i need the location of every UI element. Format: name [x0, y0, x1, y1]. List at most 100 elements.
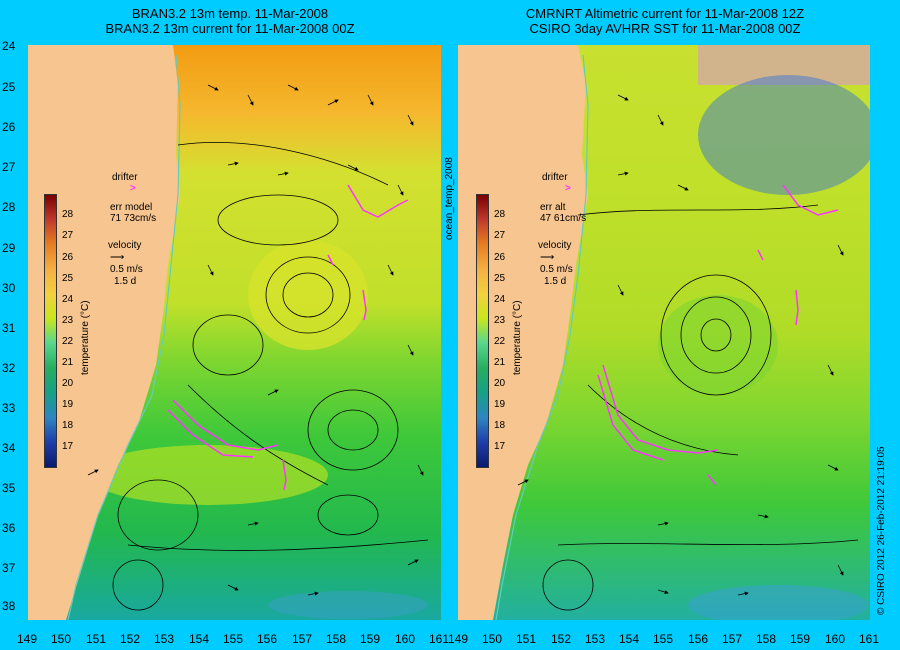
lon-label: 151 — [85, 632, 107, 646]
drifter-marker-icon: > — [130, 183, 136, 194]
lon-label: 152 — [550, 632, 572, 646]
lat-label: 29 — [2, 241, 16, 255]
err-value: 47 61cm/s — [540, 213, 587, 224]
observed-map-svg — [458, 45, 870, 620]
colorbar-tick: 28 — [62, 209, 74, 220]
left-colorbar — [44, 194, 57, 468]
colorbar-tick: 26 — [62, 252, 74, 263]
colorbar-tick: 25 — [62, 273, 74, 284]
lon-label: 160 — [824, 632, 846, 646]
lat-label: 34 — [2, 441, 16, 455]
velocity-arrows — [517, 94, 844, 596]
colorbar-tick: 22 — [494, 336, 506, 347]
lon-label: 159 — [789, 632, 811, 646]
colorbar-tick: 21 — [494, 357, 506, 368]
colorbar-tick: 21 — [62, 357, 74, 368]
colorbar-tick: 18 — [494, 420, 506, 431]
cloud-speckle-region — [698, 75, 870, 195]
left-title-line2: BRAN3.2 13m current for 11-Mar-2008 00Z — [105, 21, 355, 36]
shelf-contour — [67, 54, 181, 620]
lon-label: 153 — [584, 632, 606, 646]
lon-label: 159 — [359, 632, 381, 646]
lon-label: 150 — [481, 632, 503, 646]
lat-label: 35 — [2, 481, 16, 495]
observed-sst-map — [458, 45, 870, 620]
lat-label: 38 — [2, 599, 16, 613]
colorbar-label: temperature (°C) — [512, 300, 523, 375]
drifter-legend-label: drifter — [542, 172, 568, 183]
velocity-arrows — [87, 84, 424, 596]
lat-label: 28 — [2, 200, 16, 214]
drifter-marker-icon: > — [565, 183, 571, 194]
speed-label: 0.5 m/s — [110, 264, 143, 275]
lon-label: 154 — [188, 632, 210, 646]
colorbar-tick: 26 — [494, 252, 506, 263]
lon-label: 156 — [256, 632, 278, 646]
days-label: 1.5 d — [114, 276, 137, 287]
right-panel-title: CMRNRT Altimetric current for 11-Mar-200… — [455, 6, 875, 36]
cloud-mask — [698, 45, 870, 85]
lat-label: 36 — [2, 521, 16, 535]
australia-land — [28, 45, 180, 620]
altimetric-streamlines — [542, 204, 859, 611]
lon-label: 149 — [16, 632, 38, 646]
lat-label: 24 — [2, 39, 16, 53]
colorbar-tick: 23 — [494, 315, 506, 326]
lat-label: 32 — [2, 361, 16, 375]
lat-label: 25 — [2, 80, 16, 94]
lon-label: 161 — [428, 632, 450, 646]
copyright-credit: © CSIRO 2012 26-Feb-2012 21:19:05 — [876, 446, 887, 615]
lon-label: 158 — [755, 632, 777, 646]
colorbar-tick: 17 — [62, 441, 74, 452]
dataset-label: ocean_temp_2008 — [444, 157, 455, 240]
model-map-svg — [28, 45, 441, 620]
colorbar-tick: 24 — [494, 294, 506, 305]
lon-label: 158 — [325, 632, 347, 646]
velocity-arrow-icon: ⟶ — [540, 252, 555, 263]
lon-label: 150 — [50, 632, 72, 646]
colorbar-tick: 20 — [62, 378, 74, 389]
lon-label: 156 — [687, 632, 709, 646]
err-label: err model — [110, 202, 153, 213]
colorbar-tick: 25 — [494, 273, 506, 284]
velocity-label: velocity — [538, 240, 572, 251]
velocity-arrow-icon: ⟶ — [110, 252, 125, 263]
speed-label: 0.5 m/s — [540, 264, 573, 275]
right-title-line2: CSIRO 3day AVHRR SST for 11-Mar-2008 00Z — [529, 21, 801, 36]
left-panel-title: BRAN3.2 13m temp. 11-Mar-2008 BRAN3.2 13… — [20, 6, 440, 36]
colorbar-tick: 19 — [62, 399, 74, 410]
colorbar-tick: 18 — [62, 420, 74, 431]
warm-eddy-core — [248, 240, 368, 350]
colorbar-tick: 20 — [494, 378, 506, 389]
colorbar-tick: 19 — [494, 399, 506, 410]
colorbar-tick: 22 — [62, 336, 74, 347]
lon-label: 155 — [222, 632, 244, 646]
err-value: 71 73cm/s — [110, 213, 157, 224]
colorbar-tick: 27 — [62, 230, 74, 241]
lon-label: 160 — [394, 632, 416, 646]
lat-label: 31 — [2, 321, 16, 335]
lon-label: 153 — [153, 632, 175, 646]
shelf-contour — [495, 54, 589, 620]
drifter-tracks — [597, 184, 839, 486]
eddy-core — [658, 295, 778, 395]
lat-label: 33 — [2, 401, 16, 415]
lon-label: 154 — [618, 632, 640, 646]
right-colorbar — [476, 194, 489, 468]
model-temperature-map — [28, 45, 441, 620]
left-title-line1: BRAN3.2 13m temp. 11-Mar-2008 — [131, 6, 329, 21]
lat-label: 26 — [2, 120, 16, 134]
australia-land — [458, 45, 588, 620]
colorbar-tick: 23 — [62, 315, 74, 326]
drifter-tracks — [167, 184, 409, 491]
lon-label: 152 — [119, 632, 141, 646]
err-label: err alt — [540, 202, 566, 213]
colorbar-tick: 17 — [494, 441, 506, 452]
lon-label: 157 — [291, 632, 313, 646]
right-title-line1: CMRNRT Altimetric current for 11-Mar-200… — [525, 6, 805, 21]
lon-label: 157 — [721, 632, 743, 646]
lon-label: 155 — [652, 632, 674, 646]
lon-label: 151 — [515, 632, 537, 646]
lon-label: 161 — [858, 632, 880, 646]
current-streamlines — [112, 142, 429, 611]
